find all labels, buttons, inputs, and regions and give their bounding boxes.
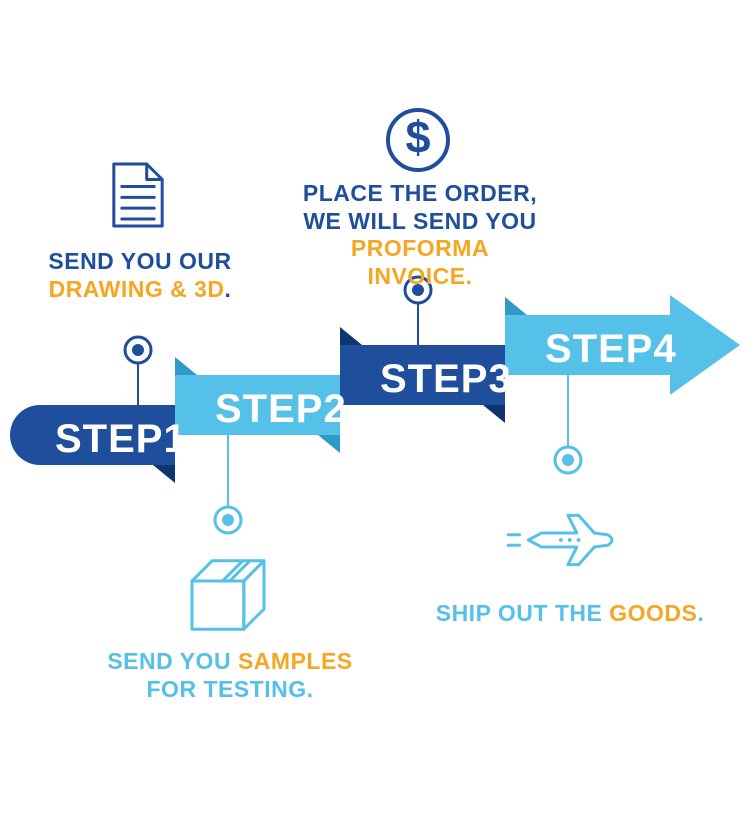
dollar-icon: $: [388, 110, 448, 170]
caption-step2: SEND YOU SAMPLESFOR TESTING.: [105, 648, 355, 703]
caption-text-run: SEND YOU OUR: [48, 248, 231, 274]
svg-text:$: $: [405, 112, 430, 163]
infographic-process-steps: $ STEP1 STEP2 STEP3 STEP4 SEND YOU OURDRAWI…: [0, 0, 750, 839]
caption-text-run: SAMPLES: [238, 648, 353, 674]
caption-step4: SHIP OUT THE GOODS.: [420, 600, 720, 628]
caption-text-run: WE WILL SEND YOU: [303, 208, 536, 234]
label-step1: STEP1: [55, 417, 187, 462]
caption-text-run: .: [697, 600, 704, 626]
caption-text-run: .: [225, 276, 232, 302]
caption-text-run: SEND YOU: [107, 648, 238, 674]
caption-text-run: DRAWING & 3D: [49, 276, 225, 302]
caption-text-run: PROFORMA INVOICE.: [351, 235, 489, 289]
label-step4: STEP4: [545, 327, 677, 372]
caption-text-run: GOODS: [609, 600, 697, 626]
caption-step3: PLACE THE ORDER,WE WILL SEND YOUPROFORMA…: [300, 180, 540, 290]
plane-icon: [508, 515, 612, 564]
document-icon: [114, 164, 162, 226]
label-step2: STEP2: [215, 387, 347, 432]
caption-text-run: SHIP OUT THE: [436, 600, 610, 626]
caption-step1: SEND YOU OURDRAWING & 3D.: [40, 248, 240, 303]
box-icon: [192, 561, 264, 629]
caption-text-run: FOR TESTING.: [147, 676, 314, 702]
label-step3: STEP3: [380, 357, 512, 402]
caption-text-run: PLACE THE ORDER,: [303, 180, 537, 206]
